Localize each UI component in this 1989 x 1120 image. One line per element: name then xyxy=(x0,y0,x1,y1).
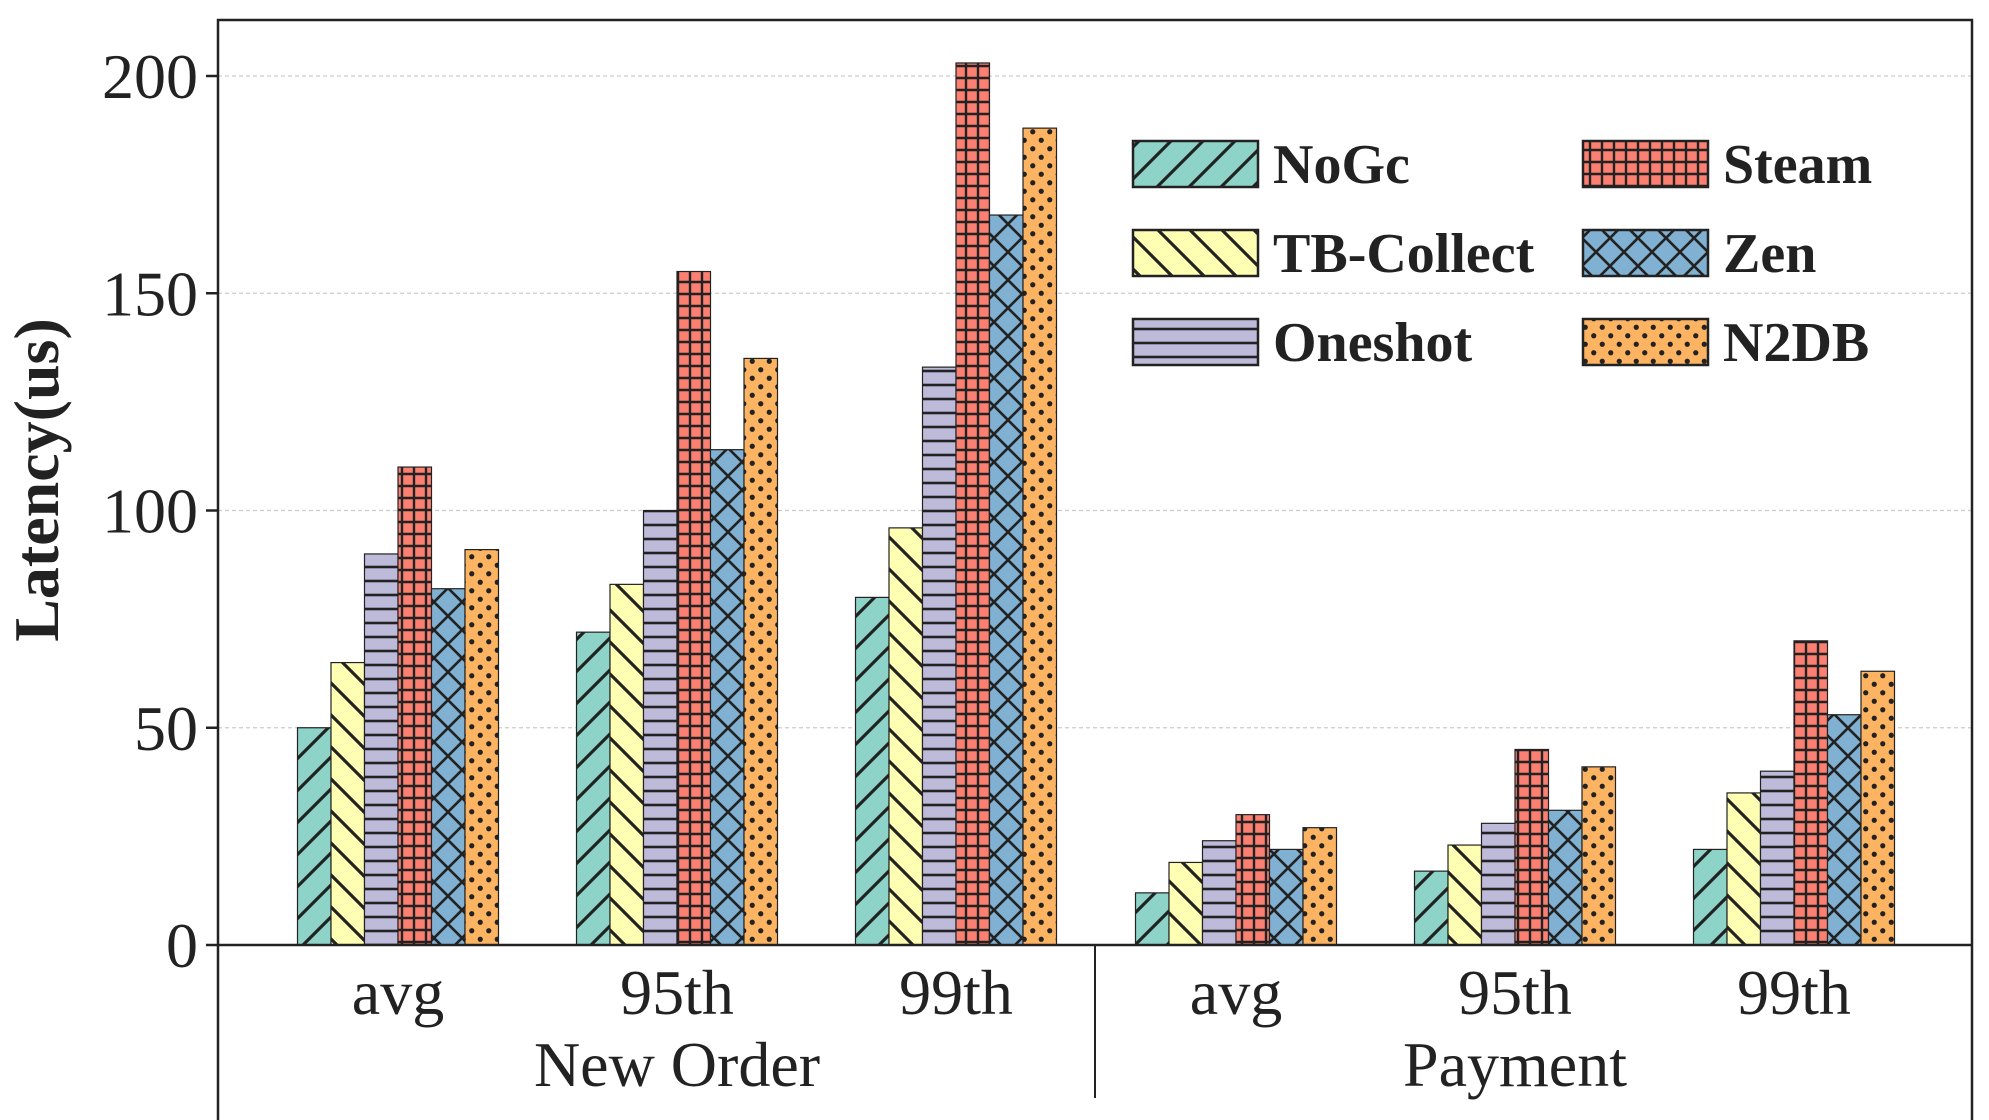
legend-label: Oneshot xyxy=(1273,312,1472,374)
bar-steam-1 xyxy=(676,270,712,946)
bar-oneshot-2 xyxy=(921,366,957,946)
bar-oneshot-3 xyxy=(1201,840,1237,946)
bar-tb-collect-2 xyxy=(888,527,924,946)
legend: NoGc Steam TB-Collect Zen Oneshot N2DB xyxy=(1131,134,1872,374)
bar-oneshot-5 xyxy=(1759,770,1795,946)
x-tick-label: avg xyxy=(1190,957,1282,1028)
bar-nogc-5 xyxy=(1692,848,1728,946)
bar-zen-3 xyxy=(1268,848,1304,946)
bar-zen-1 xyxy=(709,449,745,946)
bar-oneshot-0 xyxy=(363,553,399,946)
bar-zen-2 xyxy=(988,214,1024,946)
bar-oneshot-1 xyxy=(642,509,678,946)
x-tick-label: 99th xyxy=(899,957,1013,1028)
group-label: Payment xyxy=(1403,1029,1627,1100)
bar-tb-collect-0 xyxy=(330,661,366,946)
bar-steam-5 xyxy=(1793,640,1829,946)
bar-steam-2 xyxy=(955,62,991,946)
bar-oneshot-4 xyxy=(1480,822,1516,946)
bar-tb-collect-1 xyxy=(609,583,645,946)
bar-nogc-0 xyxy=(296,727,332,946)
bar-zen-0 xyxy=(430,588,466,946)
plot-frame xyxy=(216,18,1974,1120)
bar-nogc-3 xyxy=(1134,892,1170,946)
bar-n2db-0 xyxy=(464,549,500,946)
legend-label: N2DB xyxy=(1723,312,1869,374)
legend-swatch-tb-collect xyxy=(1131,228,1260,278)
legend-label: Zen xyxy=(1723,223,1816,285)
bar-n2db-2 xyxy=(1022,127,1058,946)
bar-zen-4 xyxy=(1547,809,1583,946)
y-tick-label: 200 xyxy=(102,41,198,112)
y-tick-label: 50 xyxy=(134,693,198,764)
bar-steam-3 xyxy=(1235,814,1271,946)
x-tick-label: 99th xyxy=(1737,957,1851,1028)
bars xyxy=(296,62,1896,946)
legend-label: TB-Collect xyxy=(1273,223,1535,285)
x-tick-label: 95th xyxy=(620,957,734,1028)
group-label: New Order xyxy=(534,1029,820,1100)
legend-swatch-nogc xyxy=(1131,139,1260,189)
bar-nogc-1 xyxy=(575,631,611,946)
bar-n2db-4 xyxy=(1581,766,1617,946)
y-tick-label: 0 xyxy=(166,910,198,981)
legend-label: Steam xyxy=(1723,134,1872,196)
x-tick-label: 95th xyxy=(1458,957,1572,1028)
axes: 0 50 100 150 200 avg 95th 99th avg 95th 99th New Or… xyxy=(102,18,1974,1120)
bar-tb-collect-4 xyxy=(1447,844,1483,946)
legend-swatch-n2db xyxy=(1581,317,1710,367)
legend-swatch-oneshot xyxy=(1131,317,1260,367)
bar-n2db-5 xyxy=(1860,670,1896,946)
legend-label: NoGc xyxy=(1273,134,1410,196)
legend-swatch-steam xyxy=(1581,139,1710,189)
y-axis-title: Latency(us) xyxy=(1,318,72,642)
bar-nogc-4 xyxy=(1413,870,1449,946)
legend-swatch-zen xyxy=(1581,228,1710,278)
bar-steam-4 xyxy=(1514,748,1550,946)
bar-zen-5 xyxy=(1826,714,1862,946)
bar-steam-0 xyxy=(397,466,433,946)
y-tick-label: 150 xyxy=(102,258,198,329)
bar-n2db-1 xyxy=(743,357,779,946)
bar-tb-collect-3 xyxy=(1168,861,1204,946)
bar-nogc-2 xyxy=(854,596,890,946)
y-tick-label: 100 xyxy=(102,476,198,547)
bar-n2db-3 xyxy=(1302,827,1338,946)
grid-lines xyxy=(218,75,1972,729)
x-tick-label: avg xyxy=(352,957,444,1028)
bar-tb-collect-5 xyxy=(1726,792,1762,946)
